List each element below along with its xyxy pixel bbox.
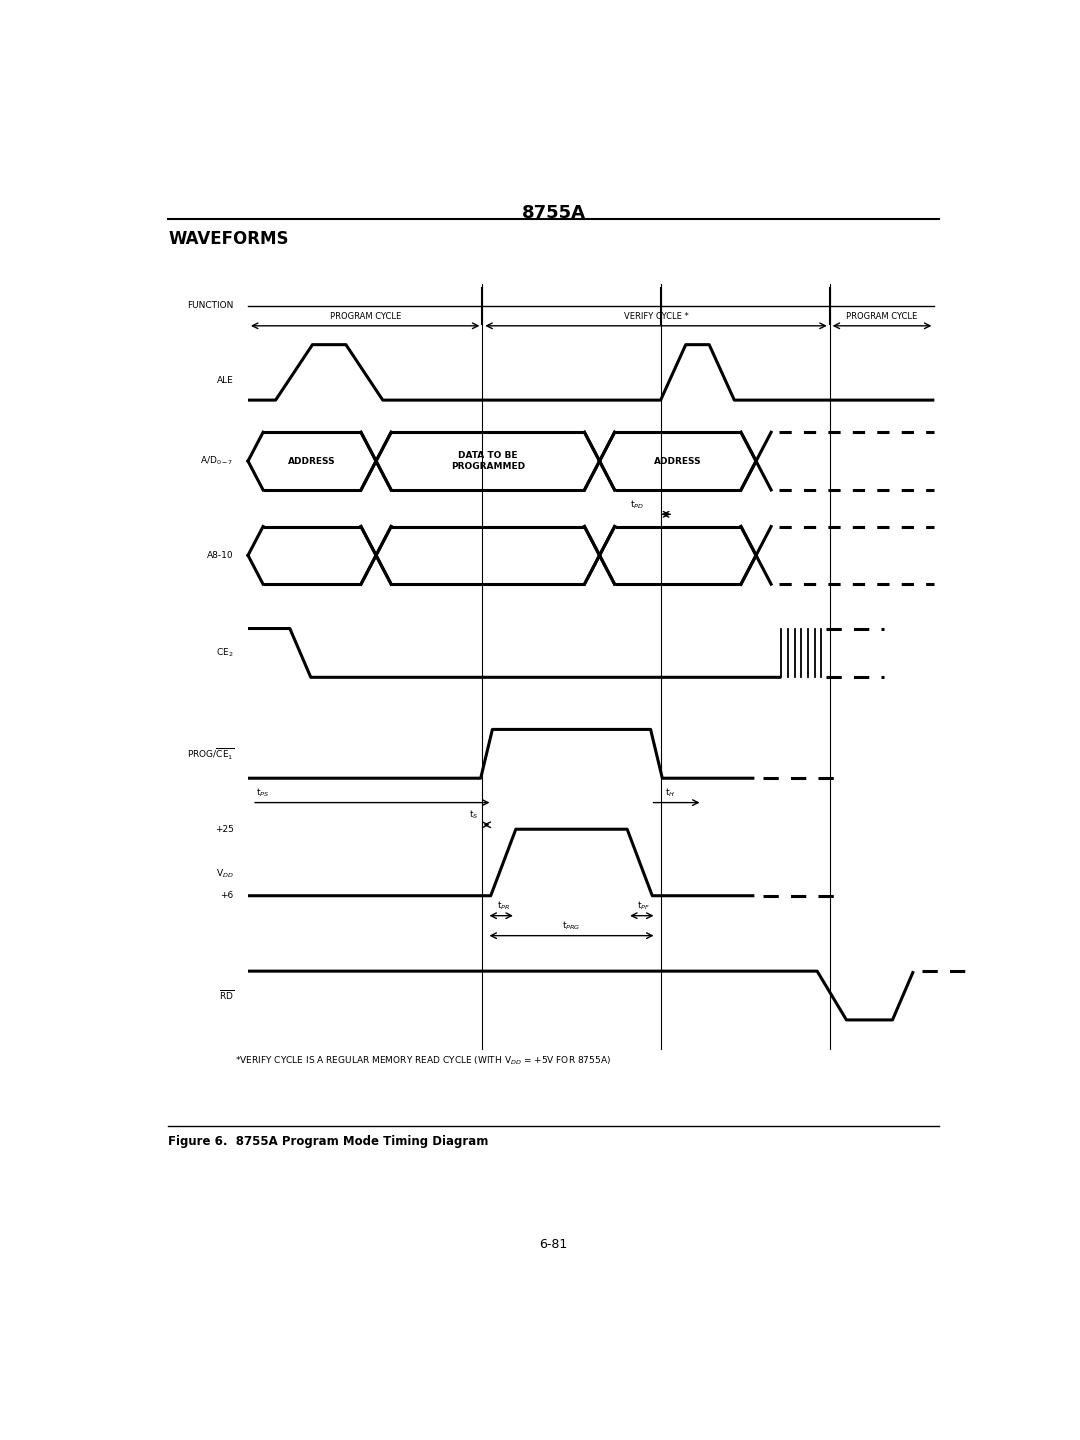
Text: +6: +6 [220, 891, 233, 900]
Text: DATA TO BE
PROGRAMMED: DATA TO BE PROGRAMMED [450, 451, 525, 471]
Text: ADDRESS: ADDRESS [654, 456, 702, 465]
Text: 6-81: 6-81 [539, 1237, 568, 1250]
Text: PROGRAM CYCLE: PROGRAM CYCLE [847, 312, 918, 321]
Text: t$_{PD}$: t$_{PD}$ [630, 498, 644, 511]
Text: A8-10: A8-10 [207, 552, 233, 560]
Text: t$_{PR}$: t$_{PR}$ [497, 900, 510, 913]
Text: +25: +25 [215, 825, 233, 834]
Text: t$_{PRG}$: t$_{PRG}$ [563, 920, 581, 932]
Text: t$_{PF}$: t$_{PF}$ [637, 900, 650, 913]
Text: ADDRESS: ADDRESS [288, 456, 336, 465]
Text: t$_{PS}$: t$_{PS}$ [256, 786, 270, 799]
Text: Figure 6.  8755A Program Mode Timing Diagram: Figure 6. 8755A Program Mode Timing Diag… [168, 1135, 489, 1148]
Text: 8755A: 8755A [522, 204, 585, 222]
Text: t$_S$: t$_S$ [469, 809, 478, 821]
Text: PROG/$\overline{\mathrm{CE}_1}$: PROG/$\overline{\mathrm{CE}_1}$ [187, 746, 233, 762]
Text: t$_H$: t$_H$ [665, 786, 675, 799]
Text: *VERIFY CYCLE IS A REGULAR MEMORY READ CYCLE (WITH V$_{DD}$ = +5V FOR 8755A): *VERIFY CYCLE IS A REGULAR MEMORY READ C… [235, 1054, 611, 1067]
Text: VERIFY CYCLE *: VERIFY CYCLE * [623, 312, 688, 321]
Text: WAVEFORMS: WAVEFORMS [168, 230, 289, 249]
Text: FUNCTION: FUNCTION [188, 301, 233, 311]
Text: ALE: ALE [217, 376, 233, 384]
Text: PROGRAM CYCLE: PROGRAM CYCLE [329, 312, 401, 321]
Text: V$_{DD}$: V$_{DD}$ [216, 867, 233, 880]
Text: $\overline{\mathrm{RD}}$: $\overline{\mathrm{RD}}$ [218, 989, 233, 1002]
Text: A/D$_{0-7}$: A/D$_{0-7}$ [200, 455, 233, 468]
Text: CE$_2$: CE$_2$ [216, 647, 233, 660]
